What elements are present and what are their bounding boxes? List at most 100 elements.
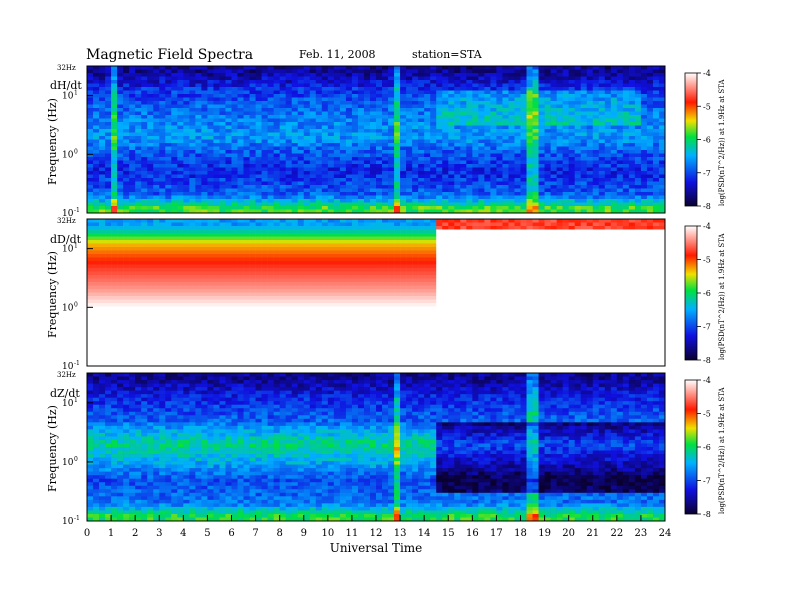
spectrogram-cell [171, 209, 178, 214]
spectrogram-cell [135, 226, 142, 230]
spectrogram-cell [123, 129, 130, 133]
spectrogram-cell [237, 66, 244, 70]
spectrogram-cell [111, 202, 118, 207]
spectrogram-cell [472, 94, 479, 98]
spectrogram-cell [363, 192, 371, 196]
spectrogram-cell [544, 157, 551, 161]
spectrogram-cell [357, 87, 365, 91]
spectrogram-cell [610, 167, 618, 172]
spectrogram-cell [658, 226, 666, 230]
spectrogram-cell [321, 129, 329, 133]
spectrogram-cell [177, 243, 184, 248]
spectrogram-cell [261, 185, 268, 189]
spectrogram-cell [345, 80, 353, 84]
spectrogram-cell [153, 188, 160, 193]
spectrogram-cell [201, 185, 208, 189]
spectrogram-cell [550, 97, 557, 102]
spectrogram-cell [369, 192, 377, 196]
spectrogram-cell [550, 73, 557, 77]
spectrogram-cell [357, 73, 365, 77]
spectrogram-cell [309, 178, 317, 182]
spectrogram-cell [87, 139, 94, 144]
spectrogram-cell [556, 122, 563, 126]
spectrogram-cell [652, 206, 660, 210]
spectrogram-cell [592, 115, 600, 119]
spectrogram-cell [430, 111, 437, 116]
spectrogram-cell [592, 233, 600, 237]
spectrogram-cell [400, 240, 407, 244]
spectrogram-cell [213, 146, 220, 151]
spectrogram-cell [201, 150, 208, 154]
spectrogram-cell [460, 104, 467, 109]
spectrogram-cell [538, 206, 545, 210]
spectrogram-cell [87, 97, 94, 102]
spectrogram-cell [496, 160, 503, 165]
spectrogram-cell [357, 181, 365, 186]
spectrogram-cell [550, 108, 557, 112]
spectrogram-cell [424, 146, 431, 151]
spectrogram-cell [490, 199, 497, 203]
spectrogram-cell [129, 247, 136, 251]
spectrogram-cell [183, 139, 190, 144]
spectrogram-cell [351, 132, 359, 137]
spectrogram-cell [225, 125, 232, 130]
spectrogram-cell [628, 83, 636, 88]
spectrogram-cell [195, 73, 202, 77]
spectrogram-cell [412, 136, 419, 140]
spectrogram-cell [195, 247, 202, 251]
spectrogram-cell [562, 219, 569, 223]
spectrogram-cell [400, 97, 407, 102]
spectrogram-cell [219, 101, 226, 105]
spectrogram-cell [357, 206, 365, 210]
spectrogram-cell [285, 125, 293, 130]
spectrogram-cell [339, 97, 347, 102]
spectrogram-cell [225, 153, 232, 158]
spectrogram-cell [111, 233, 118, 237]
spectrogram-cell [460, 132, 467, 137]
spectrogram-cell [442, 118, 449, 123]
spectrogram-cell [496, 195, 503, 200]
spectrogram-cell [363, 157, 371, 161]
spectrogram-cell [568, 233, 575, 237]
spectrogram-cell [363, 153, 371, 158]
spectrogram-cell [189, 199, 196, 203]
spectrogram-cell [261, 150, 268, 154]
spectrogram-cell [400, 185, 407, 189]
spectrogram-cell [357, 178, 365, 182]
spectrogram-cell [472, 181, 479, 186]
spectrogram-cell [484, 136, 491, 140]
spectrogram-cell [303, 209, 311, 214]
spectrogram-cell [586, 202, 594, 207]
spectrogram-cell [195, 243, 202, 248]
spectrogram-cell [177, 101, 184, 105]
spectrogram-cell [454, 178, 461, 182]
spectrogram-cell [418, 101, 425, 105]
spectrogram-cell [538, 111, 545, 116]
spectrogram-cell [291, 108, 299, 112]
spectrogram-cell [171, 129, 178, 133]
spectrogram-cell [598, 76, 606, 81]
spectrogram-cell [249, 174, 256, 179]
spectrogram-cell [514, 157, 521, 161]
spectrogram-cell [291, 160, 299, 165]
spectrogram-cell [484, 160, 491, 165]
spectrogram-cell [520, 171, 527, 175]
spectrogram-cell [598, 69, 606, 74]
spectrogram-cell [586, 101, 594, 105]
spectrogram-cell [490, 164, 497, 168]
spectrogram-cell [472, 118, 479, 123]
spectrogram-cell [249, 160, 256, 165]
spectrogram-cell [117, 174, 124, 179]
spectrogram-cell [105, 247, 112, 251]
spectrogram-cell [562, 233, 569, 237]
spectrogram-cell [285, 97, 293, 102]
spectrogram-cell [526, 195, 533, 200]
spectrogram-cell [93, 226, 100, 230]
spectrogram-cell [532, 101, 539, 105]
spectrogram-cell [496, 157, 503, 161]
spectrogram-cell [213, 87, 220, 91]
spectrogram-cell [448, 236, 455, 241]
spectrogram-cell [117, 157, 124, 161]
spectrogram-cell [496, 206, 503, 210]
spectrogram-cell [285, 226, 293, 230]
